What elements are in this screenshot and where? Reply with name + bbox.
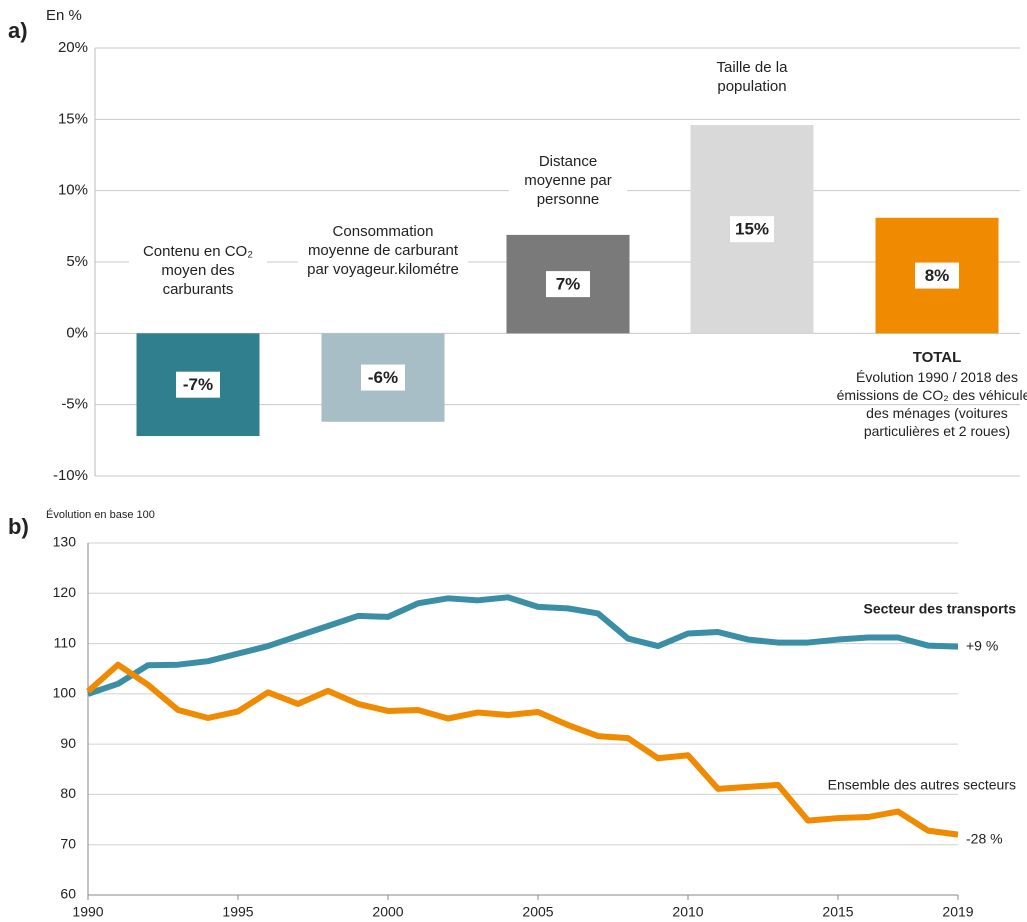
y-axis-label: En % — [46, 7, 82, 24]
value-label-box — [546, 271, 590, 298]
x-tick-label: 2019 — [942, 904, 973, 920]
panel-label: b) — [8, 514, 29, 539]
x-tick-label: 1990 — [72, 904, 103, 920]
x-tick-label: 2000 — [372, 904, 403, 920]
y-tick-label: 100 — [53, 685, 77, 701]
x-tick-label: 2010 — [672, 904, 703, 920]
y-tick-label: 15% — [58, 110, 88, 127]
category-label: Taille de la population — [688, 58, 816, 96]
annotation: Évolution 1990 / 2018 des émissions de C… — [836, 369, 1027, 439]
y-tick-label: 70 — [60, 835, 76, 851]
value-label: -7% — [183, 375, 213, 394]
value-label: -6% — [368, 368, 398, 387]
panel-label: a) — [8, 18, 28, 43]
value-label-box — [176, 371, 220, 398]
series-label: Secteur des transports — [864, 601, 1017, 617]
y-tick-label: 20% — [58, 39, 88, 56]
y-tick-label: -5% — [61, 396, 88, 413]
end-label: +9 % — [966, 638, 998, 654]
value-label: 8% — [925, 266, 950, 285]
x-tick-label: 2005 — [522, 904, 553, 920]
y-tick-label: 80 — [60, 785, 76, 801]
y-axis-label: Évolution en base 100 — [46, 508, 155, 521]
y-tick-label: 10% — [58, 182, 88, 199]
value-label: 7% — [556, 275, 581, 294]
category-label: TOTAL — [912, 349, 962, 366]
line-series — [87, 594, 959, 697]
y-tick-label: 130 — [53, 534, 77, 550]
y-tick-label: 5% — [66, 253, 88, 270]
value-label: 15% — [735, 220, 769, 239]
x-tick-label: 1995 — [222, 904, 253, 920]
series-label: Ensemble des autres secteurs — [828, 777, 1016, 793]
y-tick-label: -10% — [53, 467, 88, 484]
category-label: Consommation moyenne de carburant par vo… — [298, 222, 468, 279]
y-tick-label: 0% — [66, 324, 88, 341]
x-tick-label: 2015 — [822, 904, 853, 920]
y-tick-label: 110 — [54, 634, 77, 650]
category-label: Contenu en CO₂ moyen des carburants — [129, 242, 267, 299]
value-label-box — [915, 262, 959, 289]
y-tick-label: 60 — [60, 886, 76, 902]
y-tick-label: 90 — [60, 735, 76, 751]
y-tick-label: 120 — [53, 584, 77, 600]
line-series — [86, 661, 959, 838]
category-label: Distance moyenne par personne — [509, 152, 627, 209]
value-label-box — [730, 216, 774, 243]
value-label-box — [361, 364, 405, 391]
end-label: -28 % — [966, 831, 1003, 847]
